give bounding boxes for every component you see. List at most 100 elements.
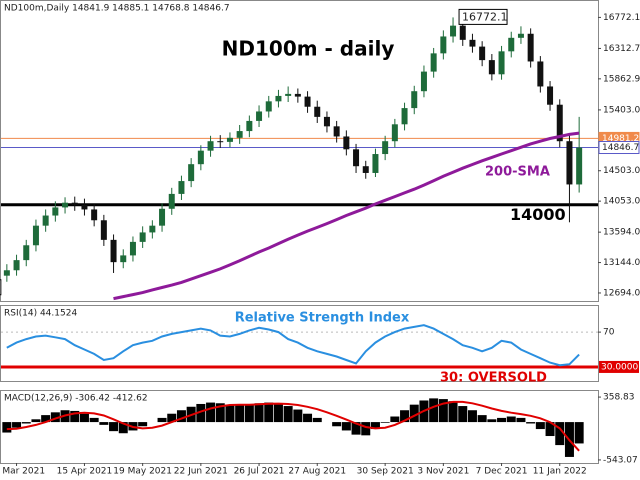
candle-body bbox=[129, 241, 136, 256]
candle-body bbox=[226, 137, 233, 142]
candle-body bbox=[236, 131, 243, 138]
candle-body bbox=[391, 124, 398, 142]
candle-body bbox=[285, 93, 292, 96]
macd-bar bbox=[409, 404, 419, 423]
macd-bar bbox=[118, 422, 128, 434]
macd-bar bbox=[497, 417, 507, 423]
candle-body bbox=[411, 91, 418, 109]
candle-body bbox=[207, 141, 214, 151]
candle-body bbox=[566, 141, 573, 185]
level-tag bbox=[598, 141, 640, 155]
x-tick-label: 11 Jan 2022 bbox=[533, 467, 587, 477]
y-tick-label: 16772.1 bbox=[603, 13, 640, 23]
oversold-label: 30: OVERSOLD bbox=[440, 371, 547, 386]
candle-body bbox=[508, 37, 515, 52]
candle-body bbox=[382, 141, 389, 155]
candle-body bbox=[576, 147, 583, 185]
macd-bar bbox=[293, 409, 303, 423]
macd-bar bbox=[400, 410, 410, 423]
candle-body bbox=[3, 270, 10, 276]
x-tick-label: 7 Dec 2021 bbox=[476, 467, 528, 477]
y-tick-label: 14053.0 bbox=[603, 197, 640, 207]
candle-body bbox=[256, 111, 263, 121]
candle-body bbox=[556, 104, 563, 142]
macd-bar bbox=[254, 403, 264, 423]
candle-body bbox=[343, 136, 350, 150]
level-label: 14000 bbox=[510, 205, 566, 224]
candle-body bbox=[197, 150, 204, 165]
macd-bar bbox=[361, 422, 371, 436]
macd-bar bbox=[574, 422, 584, 444]
macd-bar bbox=[506, 416, 516, 423]
candle-body bbox=[13, 260, 20, 271]
candle-body bbox=[517, 33, 524, 38]
candle-body bbox=[401, 108, 408, 125]
candle-body bbox=[498, 51, 505, 75]
macd-bar bbox=[31, 419, 41, 423]
candle-body bbox=[81, 204, 88, 210]
candle-body bbox=[178, 181, 185, 194]
candle-body bbox=[217, 141, 224, 143]
candle-body bbox=[304, 96, 311, 107]
x-tick-label: 22 Jun 2021 bbox=[174, 467, 228, 477]
y-tick-label: 16312.7 bbox=[603, 44, 640, 54]
macd-bar bbox=[206, 402, 216, 423]
candle-body bbox=[32, 225, 39, 246]
sma-label: 200-SMA bbox=[485, 165, 550, 180]
x-tick-label: 12 Mar 2021 bbox=[0, 467, 45, 477]
candle-body bbox=[139, 232, 146, 242]
macd-bar bbox=[283, 406, 293, 423]
macd-bar bbox=[244, 404, 254, 423]
candle-body bbox=[294, 93, 301, 97]
candle-body bbox=[71, 202, 78, 205]
rsi-name: Relative Strength Index bbox=[235, 311, 410, 326]
macd-bar bbox=[273, 403, 283, 423]
candle-body bbox=[450, 25, 457, 37]
candle-body bbox=[120, 255, 127, 263]
annotation: 16772.1 bbox=[462, 10, 508, 23]
candle-body bbox=[23, 245, 30, 261]
candle-body bbox=[420, 71, 427, 92]
candle-body bbox=[265, 101, 272, 112]
macd-bar bbox=[50, 412, 60, 423]
level-tag-label: 30.0000 bbox=[601, 362, 638, 372]
candle-body bbox=[91, 209, 98, 221]
macd-bar bbox=[458, 406, 468, 423]
candle-body bbox=[323, 116, 330, 127]
level-tag-label: 14981.2 bbox=[602, 134, 639, 144]
candle-body bbox=[168, 193, 175, 209]
candle-body bbox=[479, 46, 486, 61]
macd-bar bbox=[526, 422, 536, 424]
candle-body bbox=[100, 220, 107, 240]
macd-bar bbox=[380, 422, 390, 423]
candle-body bbox=[159, 208, 166, 226]
macd-bar bbox=[157, 417, 167, 423]
macd-bar bbox=[370, 422, 380, 430]
macd-bar bbox=[516, 417, 526, 423]
macd-bar bbox=[477, 415, 487, 423]
macd-bar bbox=[167, 413, 177, 423]
macd-bar bbox=[264, 402, 274, 423]
macd-bar bbox=[21, 422, 31, 424]
y-tick-label: 15403.0 bbox=[603, 105, 640, 115]
macd-bar bbox=[89, 417, 99, 423]
macd-bar bbox=[341, 422, 351, 431]
y-tick-label: 14503.0 bbox=[603, 166, 640, 176]
signal-line bbox=[6, 400, 580, 452]
macd-bar bbox=[303, 413, 313, 423]
macd-bar bbox=[448, 401, 458, 423]
candle-body bbox=[62, 202, 69, 208]
x-tick-label: 30 Sep 2021 bbox=[357, 467, 414, 477]
macd-bar bbox=[332, 422, 342, 427]
header: ND100m,Daily 14841.9 14885.1 14768.8 148… bbox=[4, 4, 230, 14]
x-tick-label: 3 Nov 2021 bbox=[417, 467, 469, 477]
macd-bar bbox=[109, 422, 119, 432]
y-tick-label: 13594.0 bbox=[603, 228, 640, 238]
y-tick-label: -543.07 bbox=[603, 455, 638, 465]
macd-bar bbox=[390, 416, 400, 423]
macd-bar bbox=[138, 422, 148, 427]
macd-title: MACD(12,26,9) -306.42 -412.62 bbox=[4, 394, 148, 404]
rsi-panel bbox=[0, 305, 599, 382]
